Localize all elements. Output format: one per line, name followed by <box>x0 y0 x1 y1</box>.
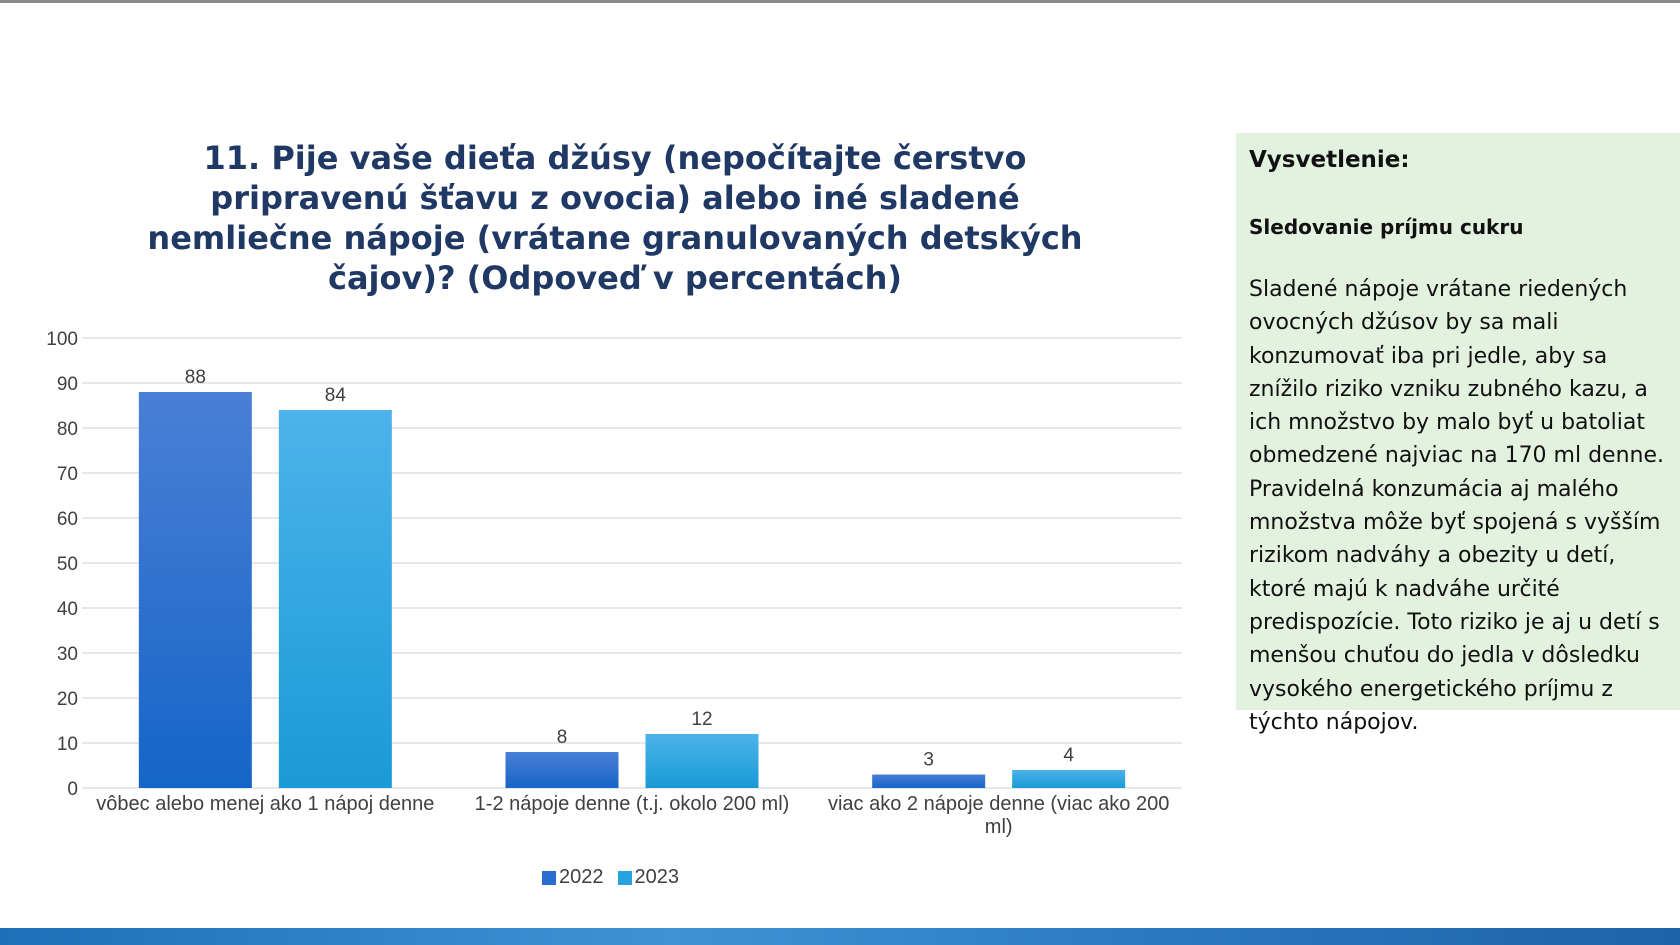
panel-subtitle: Sledovanie príjmu cukru <box>1249 215 1524 239</box>
data-label-2023-0: 84 <box>325 385 347 406</box>
y-tick-label: 60 <box>57 509 78 530</box>
y-tick-label: 100 <box>46 329 78 350</box>
panel-body: Sladené nápoje vrátane riedených ovocnýc… <box>1249 277 1665 735</box>
bar-2023-2 <box>1012 770 1126 788</box>
bar-chart: 0 10 20 30 40 50 60 70 80 90 100 88 84 8 12 3 4 vôbec a… <box>46 329 1182 838</box>
bar-2023-1 <box>645 734 759 788</box>
legend-swatch-2022 <box>542 870 556 885</box>
chart-title: 11. Pije vaše dieťa džúsy (nepočítajte č… <box>147 139 1083 297</box>
legend-label-2022: 2022 <box>559 866 604 888</box>
legend-label-2023: 2023 <box>634 866 680 888</box>
data-label-2022-2: 3 <box>923 750 934 771</box>
gridlines <box>82 337 1182 789</box>
y-tick-label: 40 <box>57 599 78 620</box>
y-tick-label: 30 <box>57 644 78 665</box>
category-label: 1-2 nápoje denne (t.j. okolo 200 ml) <box>475 793 790 815</box>
explanation-panel: Vysvetlenie: Sledovanie príjmu cukru Sla… <box>1236 133 1680 735</box>
y-tick-label: 70 <box>57 464 78 485</box>
y-tick-label: 20 <box>57 689 78 710</box>
data-label-2022-1: 8 <box>557 727 568 748</box>
y-tick-label: 10 <box>57 734 78 755</box>
y-axis-ticks: 0 10 20 30 40 50 60 70 80 90 100 <box>46 329 78 800</box>
bar-2022-2 <box>872 774 986 788</box>
panel-title: Vysvetlenie: <box>1249 147 1410 173</box>
data-label-2023-1: 12 <box>691 709 712 730</box>
bar-2022-1 <box>505 752 619 788</box>
bar-2023-0 <box>278 410 392 788</box>
legend-swatch-2023 <box>617 870 632 885</box>
data-labels: 88 84 8 12 3 4 <box>185 367 1075 771</box>
bottom-band <box>0 928 1680 945</box>
legend-item-2023: 2023 <box>617 866 680 889</box>
y-tick-label: 0 <box>67 779 78 800</box>
category-label: vôbec alebo menej ako 1 nápoj denne <box>96 793 434 815</box>
category-labels: vôbec alebo menej ako 1 nápoj denne 1-2 n… <box>96 793 1169 838</box>
y-tick-label: 90 <box>57 374 78 395</box>
top-rule <box>0 0 1680 3</box>
data-label-2022-0: 88 <box>185 367 206 388</box>
bar-2022-0 <box>138 392 252 788</box>
data-label-2023-2: 4 <box>1063 745 1074 766</box>
y-tick-label: 50 <box>57 554 78 575</box>
legend-item-2022: 2022 <box>542 866 604 889</box>
category-label: ml) <box>985 816 1013 838</box>
legend: 2022 2023 <box>542 866 679 889</box>
category-label: viac ako 2 nápoje denne (viac ako 200 <box>828 793 1169 815</box>
bars <box>138 392 1126 788</box>
y-tick-label: 80 <box>57 419 78 440</box>
